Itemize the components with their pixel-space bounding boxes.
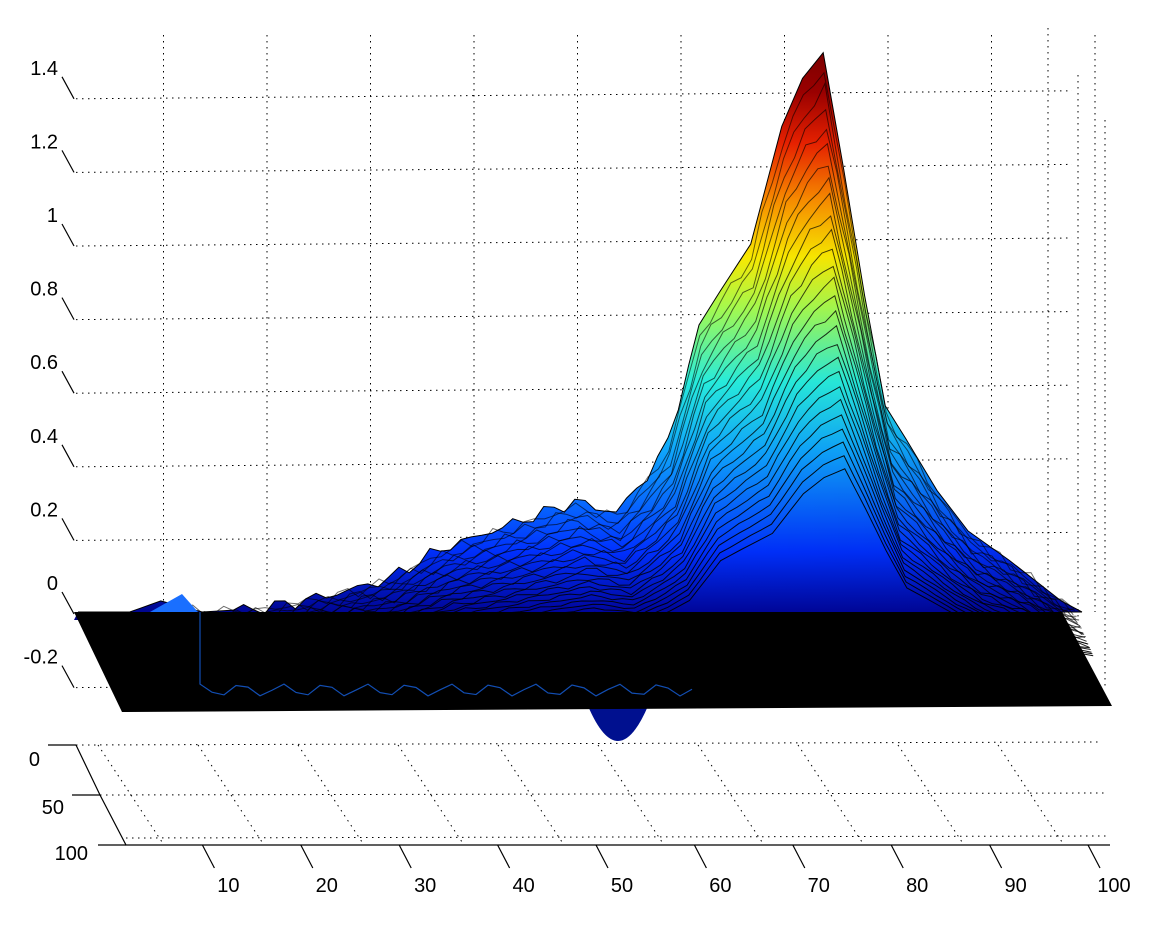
gridline-z-0.4 <box>75 458 1073 468</box>
contour-line-2 <box>182 81 1074 617</box>
gridline-floor-x-2 <box>197 744 265 846</box>
x-tick-50 <box>595 844 609 869</box>
x-tick-label-40: 40 <box>512 875 534 897</box>
y-tick-label-1: 50 <box>42 797 64 819</box>
gridline-z-1.4 <box>75 90 1073 100</box>
x-tick-label-60: 60 <box>709 875 731 897</box>
x-tick-40 <box>497 844 511 869</box>
z-tick-label-5: 0.4 <box>30 426 58 448</box>
gridline-floor-x-6 <box>597 744 665 846</box>
floor-ripple <box>199 612 693 697</box>
gridline-z-1 <box>75 237 1073 247</box>
gridline-floor-2 <box>125 835 1109 839</box>
z-tick-label-1: 1.2 <box>30 131 58 153</box>
gridline-floor-0 <box>75 741 1101 746</box>
z-tick-1 <box>61 223 75 247</box>
x-tick-label-90: 90 <box>1004 875 1026 897</box>
z-tick-label-3: 0.8 <box>30 279 58 301</box>
z-tick-label-7: 0 <box>47 573 58 595</box>
x-tick-30 <box>398 844 412 869</box>
z-tick-0.4 <box>61 444 75 468</box>
floor-plane <box>74 612 1112 712</box>
grid-lines <box>75 28 1109 846</box>
x-tick-60 <box>693 844 707 869</box>
surface <box>74 51 1112 741</box>
x-tick-label-70: 70 <box>808 875 830 897</box>
x-tick-100 <box>1087 844 1101 869</box>
z-tick-label-2: 1 <box>47 205 58 227</box>
x-tick-label-20: 20 <box>316 875 338 897</box>
z-tick-label-6: 0.2 <box>30 499 58 521</box>
axes <box>48 76 1110 869</box>
z-tick--0.2 <box>61 665 75 688</box>
gridline-floor-x-3 <box>297 744 365 846</box>
gridline-z-1.2 <box>75 163 1073 173</box>
z-tick-0.6 <box>61 370 75 394</box>
z-tick-1.4 <box>61 76 75 100</box>
z-tick-0.2 <box>61 518 75 541</box>
surface-bump <box>150 594 198 612</box>
z-tick-label-8: -0.2 <box>24 647 58 669</box>
contour-line-5 <box>185 142 1076 622</box>
tick-labels: 1.4 1.2 1 0.8 0.6 0.4 0.2 0 -0.2 0 50 100 10 20 30 40 50… <box>24 58 1131 897</box>
gridline-floor-x-7 <box>697 744 765 846</box>
x-tick-10 <box>201 844 215 869</box>
surface-outline <box>78 51 1083 616</box>
z-tick-0.8 <box>61 297 75 320</box>
x-tick-90 <box>989 844 1003 869</box>
y-tick-label-0: 0 <box>29 749 40 771</box>
gridline-z-0.8 <box>75 311 1073 321</box>
x-tick-80 <box>890 844 904 869</box>
gridline-floor-x-9 <box>897 744 965 846</box>
x-tick-20 <box>300 844 314 869</box>
x-tick-label-100: 100 <box>1097 875 1130 897</box>
x-tick-label-10: 10 <box>217 875 239 897</box>
surface-dip <box>588 706 648 741</box>
y-axis-line <box>75 744 1110 846</box>
z-tick-1.2 <box>61 150 75 173</box>
gridline-floor-1 <box>99 792 1105 796</box>
z-tick-label-0: 1.4 <box>30 58 58 80</box>
z-tick-label-4: 0.6 <box>30 352 58 374</box>
gridline-floor-x-5 <box>497 744 565 846</box>
x-tick-label-80: 80 <box>906 875 928 897</box>
y-tick-label-2: 100 <box>55 843 88 865</box>
gridline-floor-x-10 <box>997 744 1065 846</box>
x-tick-label-30: 30 <box>414 875 436 897</box>
gridline-floor-x-4 <box>397 744 465 846</box>
contour-line-1 <box>182 71 1073 615</box>
x-tick-70 <box>792 844 806 869</box>
gridline-z-0.6 <box>75 384 1073 394</box>
x-tick-label-50: 50 <box>611 875 633 897</box>
z-tick-0 <box>61 591 75 615</box>
gridline-floor-x-8 <box>797 744 865 846</box>
